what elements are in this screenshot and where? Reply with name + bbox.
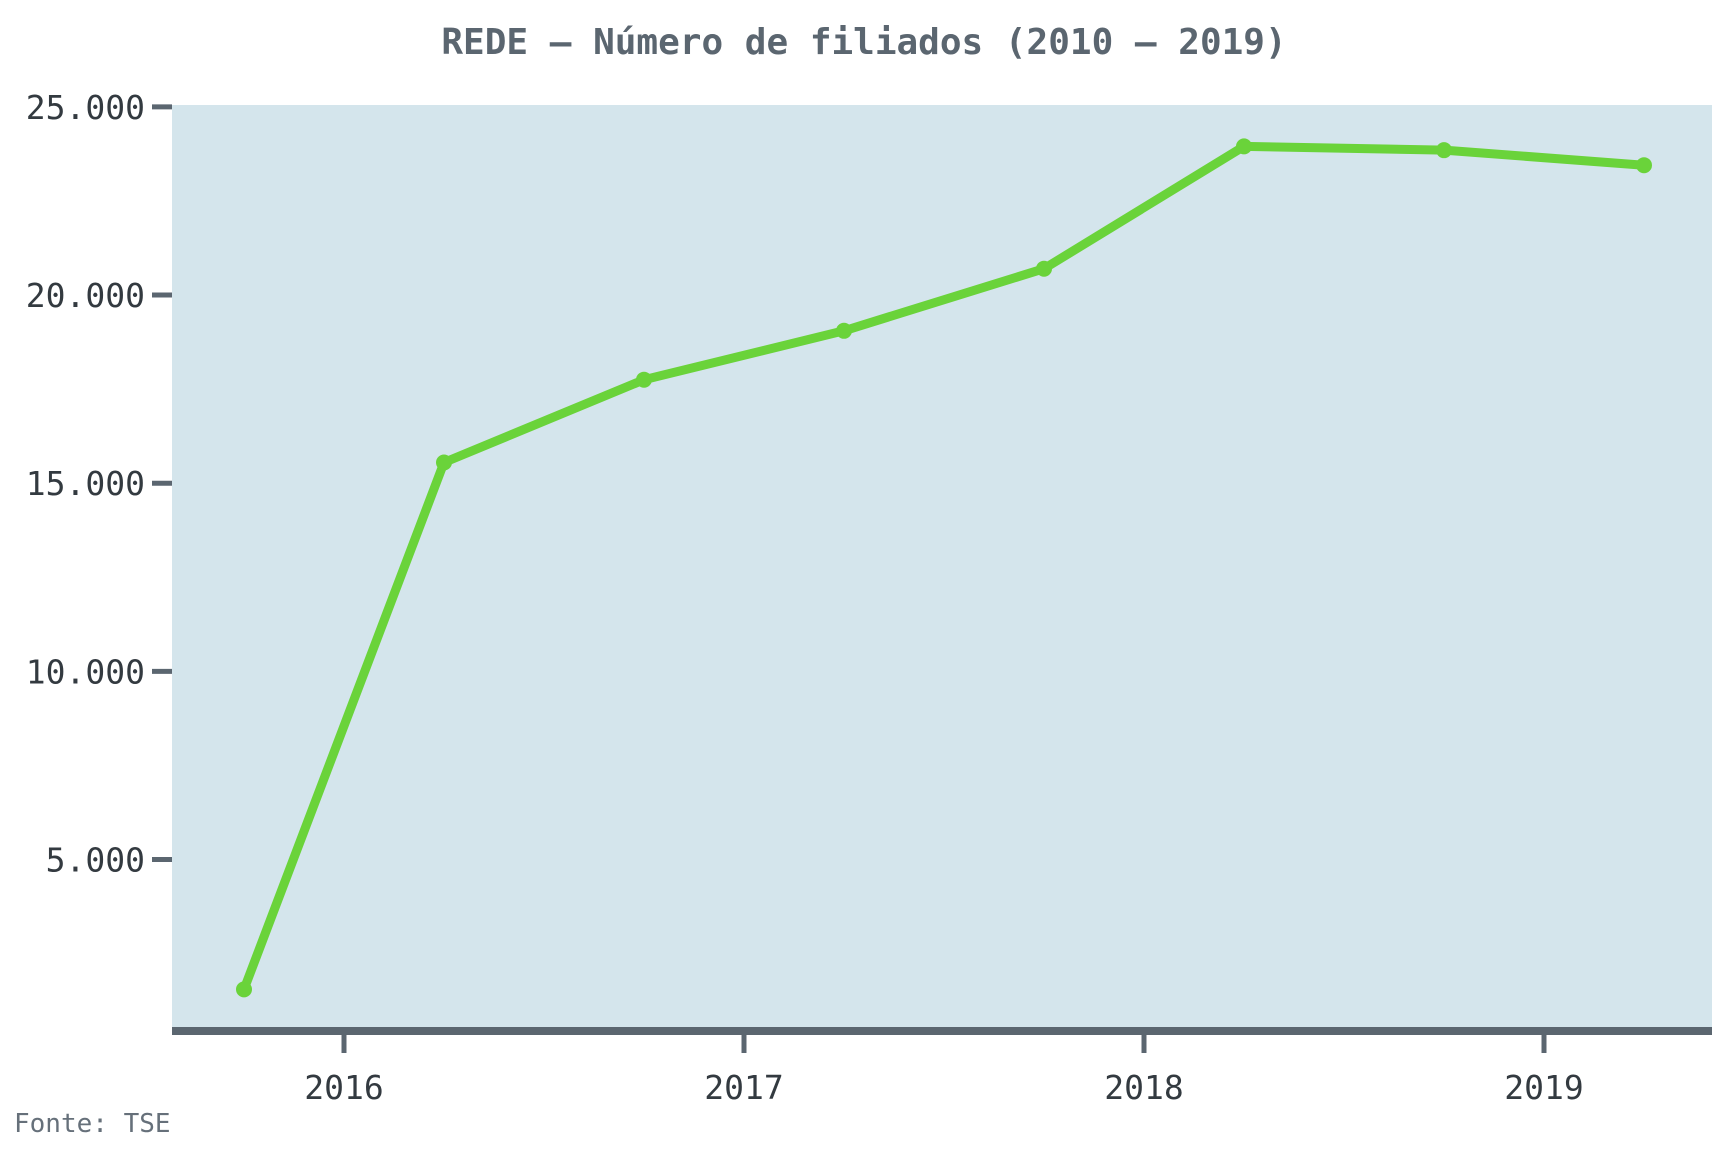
y-tick-label: 20.000 bbox=[26, 276, 145, 315]
data-point bbox=[236, 981, 252, 998]
x-axis: 2016 2017 2018 2019 bbox=[172, 1027, 1712, 1107]
y-tick-label: 5.000 bbox=[46, 841, 145, 880]
x-tick-label: 2019 bbox=[1504, 1068, 1583, 1107]
plot-background bbox=[172, 105, 1712, 1027]
x-tick-label: 2018 bbox=[1104, 1068, 1183, 1107]
source-note: Fonte: TSE bbox=[14, 1109, 171, 1139]
data-point bbox=[1636, 157, 1652, 174]
data-point bbox=[1036, 260, 1052, 277]
chart-title: REDE – Número de filiados (2010 – 2019) bbox=[441, 22, 1286, 63]
y-tick-label: 15.000 bbox=[26, 464, 145, 503]
data-point bbox=[436, 454, 452, 471]
x-tick-label: 2017 bbox=[704, 1068, 783, 1107]
y-axis: 5.000 10.000 15.000 20.000 25.000 bbox=[26, 88, 172, 880]
series-line bbox=[239, 141, 1649, 994]
y-tick-label: 25.000 bbox=[26, 88, 145, 127]
series-layer bbox=[236, 138, 1652, 998]
data-point bbox=[1236, 138, 1252, 155]
y-tick-label: 10.000 bbox=[26, 652, 145, 691]
data-point bbox=[636, 371, 652, 388]
data-point bbox=[836, 322, 852, 339]
data-point bbox=[1436, 142, 1452, 159]
x-tick-label: 2016 bbox=[304, 1068, 383, 1107]
